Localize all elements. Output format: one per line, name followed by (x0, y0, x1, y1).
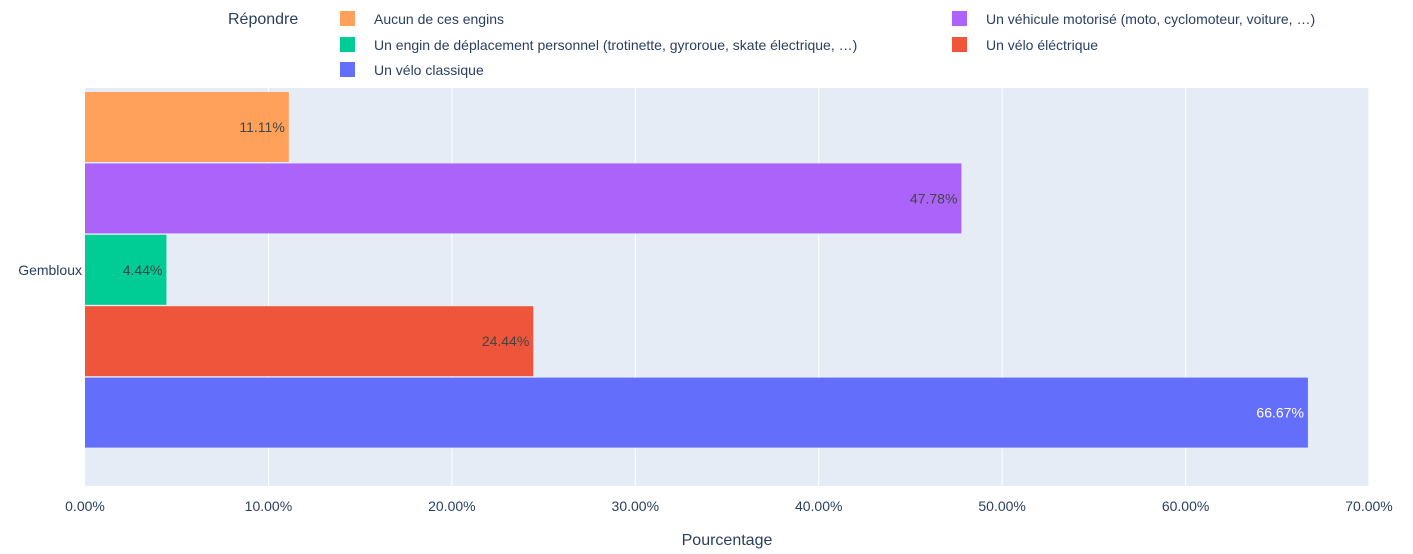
legend-item[interactable]: Un engin de déplacement personnel (troti… (340, 37, 857, 53)
legend-swatch (952, 37, 967, 52)
legend-item[interactable]: Un vélo éléctrique (952, 37, 1098, 53)
bar-data-label: 4.44% (123, 262, 163, 278)
legend-item[interactable]: Un vélo classique (340, 62, 484, 78)
bar-data-label: 66.67% (1256, 405, 1303, 421)
bar[interactable] (85, 92, 289, 162)
y-tick-label-gembloux: Gembloux (18, 262, 82, 278)
x-tick-label: 70.00% (1345, 498, 1392, 514)
x-tick-label: 40.00% (795, 498, 842, 514)
legend-label: Un vélo éléctrique (986, 37, 1098, 53)
legend-label: Un véhicule motorisé (moto, cyclomoteur,… (986, 11, 1315, 27)
legend-swatch (340, 62, 355, 77)
bar[interactable] (85, 377, 1308, 448)
legend-swatch (340, 37, 355, 52)
bar-data-label: 47.78% (910, 190, 957, 206)
bar[interactable] (85, 234, 167, 305)
legend-title: Répondre (228, 11, 298, 28)
legend-swatch (952, 11, 967, 26)
x-tick-label: 60.00% (1162, 498, 1209, 514)
bar-data-label: 11.11% (239, 119, 284, 135)
legend-swatch (340, 11, 355, 26)
x-axis-title: Pourcentage (682, 532, 773, 549)
x-tick-label: 50.00% (978, 498, 1025, 514)
legend-item[interactable]: Un véhicule motorisé (moto, cyclomoteur,… (952, 11, 1315, 27)
x-tick-label: 10.00% (245, 498, 292, 514)
legend-label: Aucun de ces engins (374, 11, 504, 27)
x-tick-label: 20.00% (428, 498, 475, 514)
x-tick-label: 0.00% (65, 498, 105, 514)
bar[interactable] (85, 163, 962, 234)
legend-label: Un vélo classique (374, 62, 484, 78)
x-tick-label: 30.00% (612, 498, 659, 514)
bar-data-label: 24.44% (482, 333, 529, 349)
legend-label: Un engin de déplacement personnel (troti… (374, 37, 857, 53)
bar[interactable] (85, 306, 534, 377)
legend-item[interactable]: Aucun de ces engins (340, 11, 504, 27)
